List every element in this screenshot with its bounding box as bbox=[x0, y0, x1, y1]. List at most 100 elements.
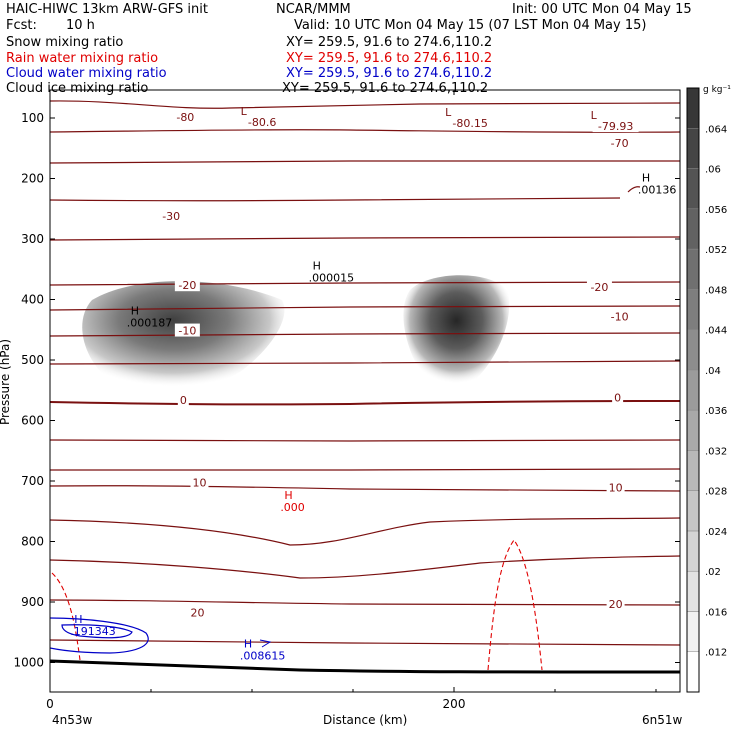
low-marker: L bbox=[445, 106, 452, 119]
colorbar-segment bbox=[686, 369, 700, 411]
colorbar-segment bbox=[686, 208, 700, 250]
colorbar-segment bbox=[686, 530, 700, 572]
y-tick-label: 700 bbox=[21, 474, 44, 488]
contour-label-bg bbox=[606, 597, 625, 611]
valid-time: Valid: 10 UTC Mon 04 May 15 (07 LST Mon … bbox=[294, 18, 647, 33]
contour-label-bg bbox=[592, 119, 639, 133]
colorbar-tick-label: .024 bbox=[705, 527, 727, 538]
colorbar-tick-label: .06 bbox=[705, 165, 721, 176]
contour-label-bg bbox=[174, 278, 200, 292]
extremum-marker: H bbox=[244, 637, 252, 650]
temperature-contour bbox=[50, 485, 680, 492]
contour-label: -10 bbox=[611, 311, 629, 324]
temperature-contour bbox=[50, 305, 680, 311]
colorbar-segment bbox=[686, 570, 700, 612]
x-tick-label: 200 bbox=[443, 697, 466, 711]
temperature-contour bbox=[50, 555, 680, 579]
x-tick-label: 0 bbox=[46, 697, 54, 711]
colorbar-frame bbox=[686, 87, 700, 693]
extremum-marker: H bbox=[642, 172, 650, 185]
cloud-ice-shading-right bbox=[403, 275, 510, 389]
colorbar-tick-label: .028 bbox=[705, 487, 727, 498]
temperature-contour bbox=[50, 332, 680, 337]
contour-label: -20 bbox=[178, 279, 196, 292]
extremum-marker: H bbox=[313, 259, 321, 272]
contour-label: 0 bbox=[614, 392, 621, 405]
contour-label: -80 bbox=[176, 111, 194, 124]
field-xy-rain: XY= 259.5, 91.6 to 274.6,110.2 bbox=[286, 51, 493, 66]
extremum-marker: H bbox=[284, 489, 292, 502]
forecast-label: Fcst: bbox=[6, 18, 37, 33]
forecast-value: 10 h bbox=[66, 18, 95, 33]
temperature-contour bbox=[50, 439, 680, 442]
temperature-contour bbox=[50, 160, 680, 164]
temperature-contour bbox=[50, 360, 680, 365]
contour-label-bg bbox=[174, 323, 200, 337]
temperature-contour bbox=[50, 639, 680, 646]
temperature-contour bbox=[50, 400, 680, 406]
extremum-value: .008615 bbox=[240, 649, 285, 662]
colorbar-segment bbox=[686, 329, 700, 371]
colorbar-tick-label: .064 bbox=[705, 124, 727, 135]
rain-water-contour bbox=[51, 572, 81, 661]
extremum-marker: H bbox=[74, 613, 82, 626]
contour-label-bg bbox=[612, 390, 624, 404]
colorbar-segment bbox=[686, 450, 700, 491]
field-name-cloud-ice: Cloud ice mixing ratio bbox=[6, 81, 149, 96]
colorbar-units: g kg⁻¹ bbox=[703, 85, 731, 95]
contour-label-bg bbox=[586, 280, 612, 294]
colorbar-segment bbox=[686, 87, 700, 129]
init-time: Init: 00 UTC Mon 04 May 15 bbox=[512, 2, 692, 17]
contour-label-bg bbox=[606, 480, 625, 494]
contour-label: -80.6 bbox=[248, 116, 276, 129]
temperature-contour bbox=[50, 129, 680, 133]
cloud-water-contour bbox=[61, 624, 133, 639]
extremum-value: .000015 bbox=[309, 271, 355, 284]
colorbar-tick-label: .02 bbox=[705, 567, 721, 578]
extremum-value: .000 bbox=[280, 501, 305, 514]
colorbar-segment bbox=[686, 289, 700, 330]
contour-label: -79.93 bbox=[598, 120, 633, 133]
extremum-value: .191343 bbox=[70, 625, 116, 638]
colorbar: .012 .016 .02 .024 .028 .032 .036 .04 .044 .048 .0… bbox=[686, 85, 731, 693]
field-name-cloud-water: Cloud water mixing ratio bbox=[6, 66, 167, 81]
contour-label: -70 bbox=[611, 137, 629, 150]
temperature-contour bbox=[50, 517, 680, 546]
extremum-value: .00136 bbox=[638, 184, 677, 197]
cloud-water-contour bbox=[50, 617, 149, 654]
colorbar-tick-label: .032 bbox=[705, 446, 727, 457]
temperature-contour bbox=[50, 599, 680, 606]
field-name-snow: Snow mixing ratio bbox=[6, 35, 124, 50]
y-tick-label: 800 bbox=[21, 535, 44, 549]
org-label: NCAR/MMM bbox=[276, 2, 351, 17]
colorbar-tick-label: .056 bbox=[705, 205, 727, 216]
contour-label-bg bbox=[190, 475, 209, 489]
extremum-value: .000187 bbox=[127, 317, 173, 330]
contour-label: -20 bbox=[590, 281, 608, 294]
temperature-contour bbox=[627, 186, 641, 193]
contour-label-bg bbox=[177, 393, 189, 407]
colorbar-tick-label: .048 bbox=[705, 285, 727, 296]
contour-label: 0 bbox=[180, 394, 187, 407]
colorbar-tick-label: .016 bbox=[705, 607, 727, 618]
colorbar-segment bbox=[686, 168, 700, 210]
contour-label-bg bbox=[158, 209, 184, 223]
field-name-rain: Rain water mixing ratio bbox=[6, 51, 159, 66]
colorbar-tick-label: .012 bbox=[705, 648, 727, 659]
colorbar-segment bbox=[686, 611, 700, 652]
cloud-water-contour bbox=[259, 639, 272, 648]
contour-label-bg bbox=[607, 309, 633, 323]
x-left-endpoint: 4n53w bbox=[52, 713, 93, 727]
chart-title: HAIC-HIWC 13km ARW-GFS init bbox=[6, 2, 208, 17]
field-xy-snow: XY= 259.5, 91.6 to 274.6,110.2 bbox=[286, 35, 493, 50]
y-tick-label: 100 bbox=[21, 111, 44, 125]
y-tick-label: 300 bbox=[21, 232, 44, 246]
contour-label: 10 bbox=[192, 476, 206, 489]
temperature-contour bbox=[50, 281, 680, 286]
contour-label-bg bbox=[242, 114, 282, 128]
temperature-contour bbox=[50, 197, 621, 202]
temperature-contour bbox=[50, 236, 680, 241]
plot-frame bbox=[49, 89, 681, 693]
field-xy-cloud-ice: XY= 259.5, 91.6 to 274.6,110.2 bbox=[282, 81, 489, 96]
